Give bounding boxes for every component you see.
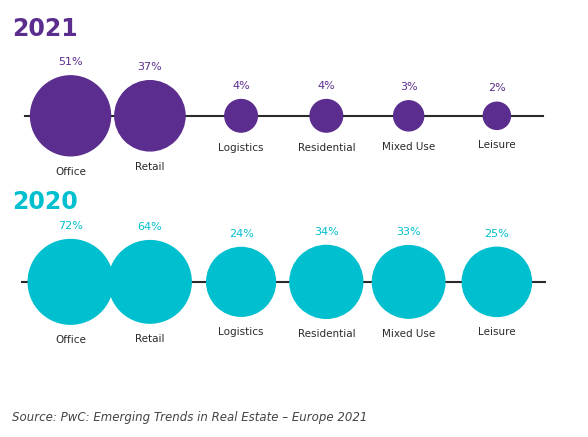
Text: Source: PwC: Emerging Trends in Real Estate – Europe 2021: Source: PwC: Emerging Trends in Real Est… [12, 411, 367, 424]
Ellipse shape [28, 239, 113, 324]
Text: Retail: Retail [135, 162, 165, 172]
Ellipse shape [109, 241, 191, 323]
Text: Logistics: Logistics [218, 143, 264, 153]
Text: Logistics: Logistics [218, 327, 264, 337]
Ellipse shape [225, 100, 258, 132]
Text: 4%: 4% [318, 81, 335, 91]
Text: 2021: 2021 [12, 17, 78, 42]
Ellipse shape [207, 247, 275, 316]
Text: Leisure: Leisure [478, 140, 516, 150]
Text: 2020: 2020 [12, 190, 78, 214]
Text: Residential: Residential [298, 329, 355, 339]
Text: 4%: 4% [232, 81, 250, 91]
Text: 72%: 72% [58, 221, 83, 231]
Text: 25%: 25% [485, 229, 509, 239]
Ellipse shape [290, 246, 363, 318]
Ellipse shape [372, 246, 445, 318]
Ellipse shape [462, 247, 532, 316]
Ellipse shape [31, 76, 111, 156]
Text: 24%: 24% [229, 229, 253, 239]
Text: Residential: Residential [298, 143, 355, 153]
Ellipse shape [483, 102, 510, 129]
Text: Mixed Use: Mixed Use [382, 142, 435, 152]
Ellipse shape [310, 100, 343, 132]
Text: 37%: 37% [138, 62, 162, 72]
Ellipse shape [115, 81, 185, 151]
Text: 3%: 3% [400, 82, 417, 92]
Text: 33%: 33% [396, 227, 421, 237]
Text: Retail: Retail [135, 334, 165, 344]
Text: Leisure: Leisure [478, 327, 516, 337]
Text: Mixed Use: Mixed Use [382, 329, 435, 339]
Text: 51%: 51% [58, 57, 83, 67]
Text: Office: Office [55, 335, 86, 345]
Text: 2%: 2% [488, 83, 506, 94]
Text: 64%: 64% [138, 222, 162, 232]
Text: Office: Office [55, 166, 86, 177]
Ellipse shape [393, 101, 424, 131]
Text: 34%: 34% [314, 227, 339, 237]
